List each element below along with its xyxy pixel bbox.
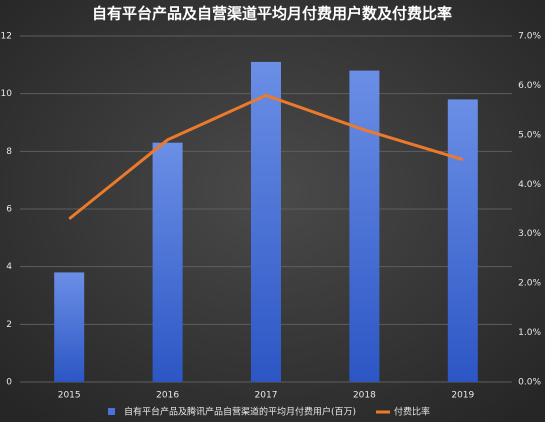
- y-tick-label: 0: [6, 378, 12, 388]
- y-tick-label: 8: [6, 147, 12, 157]
- legend-label: 付费比率: [394, 406, 430, 418]
- y-tick-label: 10: [1, 89, 13, 99]
- line: [68, 93, 464, 221]
- y2-tick-label: 7.0%: [518, 32, 541, 42]
- bar: [54, 272, 85, 382]
- y-tick-label: 6: [6, 205, 12, 215]
- legend-swatch: [108, 408, 115, 415]
- y2-tick-label: 1.0%: [518, 328, 541, 338]
- y2-tick-label: 4.0%: [518, 180, 541, 190]
- bar: [251, 61, 281, 382]
- bar: [152, 142, 183, 382]
- x-tick-label: 2015: [58, 391, 81, 401]
- y2-tick-label: 6.0%: [518, 81, 541, 91]
- bar: [349, 70, 380, 382]
- y-tick-label: 12: [1, 32, 12, 42]
- bar: [447, 99, 478, 382]
- x-tick-label: 2018: [353, 391, 376, 401]
- legend-label: 自有平台产品及腾讯产品自营渠道的平均月付费用户(百万): [124, 406, 356, 418]
- y2-tick-label: 0.0%: [518, 378, 541, 388]
- chart-title: 自有平台产品及自营渠道平均月付费用户数及付费比率: [92, 5, 452, 23]
- y-tick-label: 4: [6, 262, 12, 272]
- y2-tick-label: 5.0%: [518, 130, 541, 140]
- x-tick-label: 2019: [451, 391, 474, 401]
- x-tick-label: 2017: [255, 391, 278, 401]
- y2-tick-label: 2.0%: [518, 279, 541, 289]
- y2-tick-label: 3.0%: [518, 229, 541, 239]
- y-tick-label: 2: [6, 320, 12, 330]
- x-tick-label: 2016: [156, 391, 179, 401]
